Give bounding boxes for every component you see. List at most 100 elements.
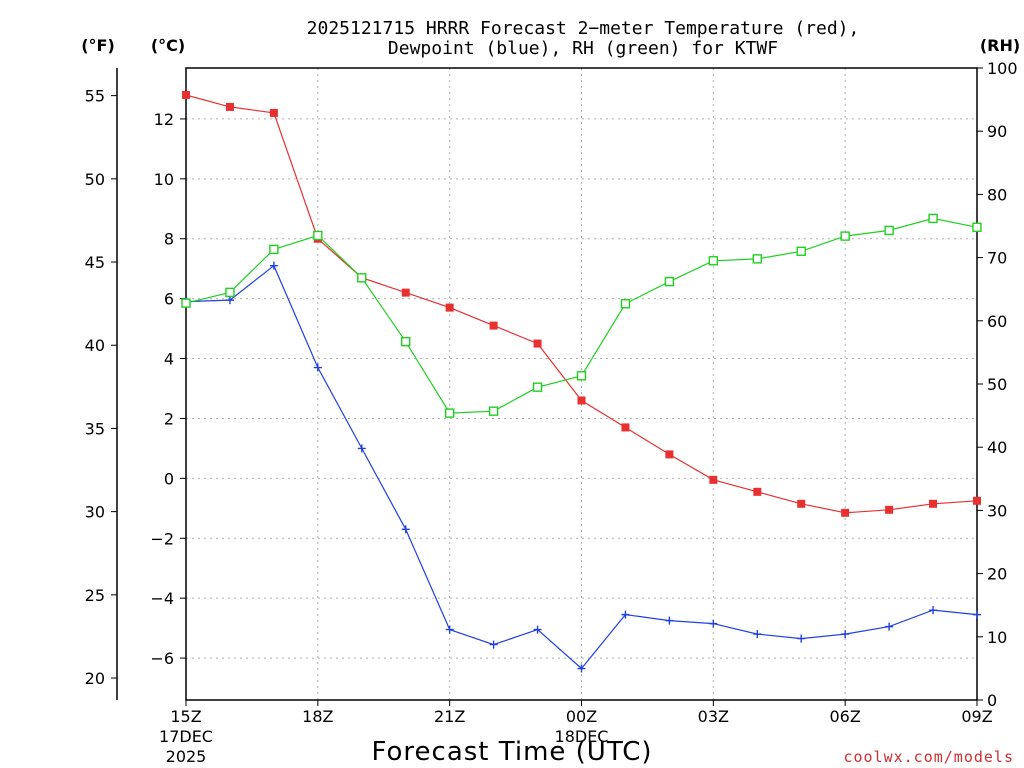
celsius-tick-label: 12 [154,110,174,129]
grid [186,68,977,700]
temperature-point [533,339,542,348]
rh-point [181,298,191,308]
rh-point [444,408,455,418]
rh-point [401,336,411,347]
x-tick-label: 21Z [434,707,465,726]
fahrenheit-tick-label: 35 [85,419,105,438]
temperature-point [841,508,850,517]
rh-series [181,213,982,418]
dewpoint-point [577,664,586,673]
rh-point [269,244,279,255]
dewpoint-point [445,625,454,634]
dewpoint-point [313,363,322,372]
temperature-point [973,496,981,505]
celsius-tick-label: 4 [164,350,174,369]
dewpoint-point [489,640,498,649]
rh-tick-label: 10 [987,628,1007,647]
celsius-tick-label: 6 [164,290,174,309]
temperature-point [401,288,410,297]
x-tick-date-label: 18DEC [555,727,609,746]
dewpoint-series [182,261,981,673]
celsius-tick-label: −6 [150,649,174,668]
dewpoint-point [357,444,366,453]
fahrenheit-tick-label: 20 [85,669,105,688]
celsius-tick-label: 8 [164,230,174,249]
fahrenheit-unit-label: (°F) [81,36,115,55]
fahrenheit-tick-label: 50 [85,170,105,189]
dewpoint-point [225,296,234,305]
x-tick-label: 09Z [961,707,992,726]
rh-tick-label: 90 [987,122,1007,141]
chart-title-line1: 2025121715 HRRR Forecast 2−meter Tempera… [307,18,860,39]
rh-unit-label: (RH) [980,36,1020,55]
dewpoint-point [841,630,850,639]
celsius-tick-label: 0 [164,469,174,488]
rh-tick-label: 0 [987,691,997,710]
rh-point [884,225,894,236]
temperature-point [665,450,674,459]
rh-tick-label: 60 [987,312,1007,331]
dewpoint-point [401,525,410,534]
fahrenheit-tick-label: 30 [85,503,105,522]
plot-frame [185,67,978,701]
temperature-point [577,396,586,405]
dewpoint-point [973,610,981,619]
temperature-point [489,321,498,330]
temperature-point [797,499,806,508]
rh-point [576,371,587,381]
axes: 5550454035302520121086420−2−4−6100908070… [85,59,1018,766]
celsius-unit-label: (°C) [151,36,185,55]
dewpoint-point [885,622,894,631]
x-axis-label: Forecast Time (UTC) [371,737,652,767]
rh-point [357,273,367,283]
celsius-tick-label: −2 [150,529,174,548]
fahrenheit-tick-label: 55 [85,87,105,106]
temperature-point [929,499,938,508]
dewpoint-point [269,261,278,270]
temperature-point [753,487,762,496]
temperature-point [182,90,190,99]
fahrenheit-tick-label: 45 [85,253,105,272]
rh-point [225,287,235,298]
temperature-point [225,102,234,111]
rh-tick-label: 50 [987,375,1007,394]
rh-point [664,276,675,287]
x-tick-date-label: 17DEC [159,727,213,746]
dewpoint-point [665,616,674,625]
celsius-tick-label: −4 [150,589,174,608]
x-tick-label: 15Z [170,707,201,726]
rh-tick-label: 30 [987,501,1007,520]
temperature-point [885,505,894,514]
rh-tick-label: 20 [987,565,1007,584]
x-tick-label: 06Z [830,707,861,726]
dewpoint-point [753,630,762,639]
rh-point [928,213,938,224]
temperature-point [621,423,630,432]
celsius-tick-label: 10 [154,170,174,189]
rh-tick-label: 80 [987,185,1007,204]
dewpoint-point [929,606,938,615]
rh-point [796,246,806,256]
rh-point [840,231,850,241]
x-tick-year-label: 2025 [166,747,207,766]
rh-tick-label: 100 [987,59,1018,78]
x-tick-label: 00Z [566,707,597,726]
rh-point [620,299,631,309]
rh-point [313,230,323,241]
fahrenheit-tick-label: 40 [85,336,105,355]
rh-point [752,254,762,264]
rh-point [708,256,719,266]
temperature-point [445,303,454,312]
dewpoint-point [797,634,806,643]
series [181,90,982,673]
temperature-point [709,475,718,484]
x-tick-label: 03Z [698,707,729,726]
fahrenheit-tick-label: 25 [85,586,105,605]
chart-title-line2: Dewpoint (blue), RH (green) for KTWF [388,38,778,59]
rh-point [532,382,543,392]
dewpoint-point [533,625,542,634]
temperature-point [269,108,278,117]
celsius-tick-label: 2 [164,409,174,428]
rh-tick-label: 70 [987,249,1007,268]
